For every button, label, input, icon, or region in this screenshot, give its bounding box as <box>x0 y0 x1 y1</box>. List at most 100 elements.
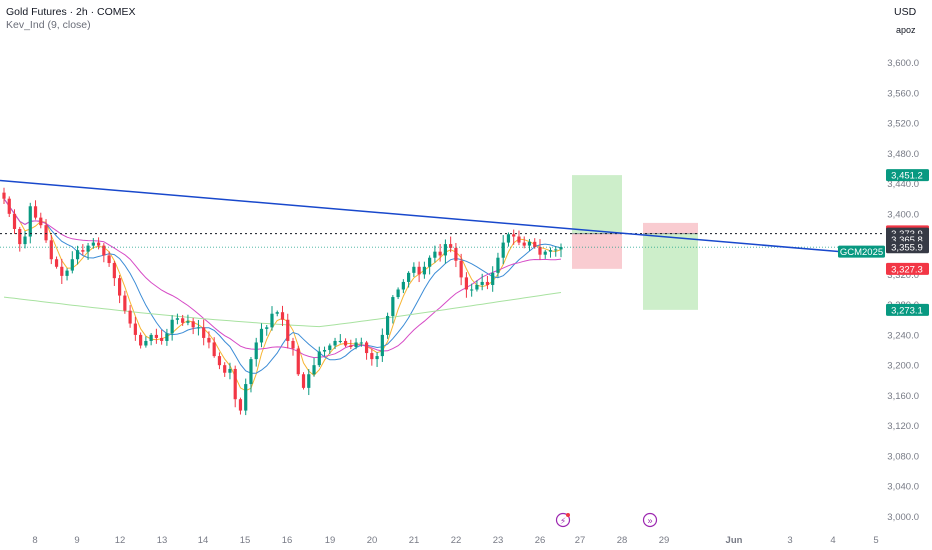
candle-body <box>2 192 6 199</box>
candle-body <box>480 281 484 285</box>
candle-body <box>75 250 80 260</box>
candle-body <box>496 257 500 273</box>
candle-body <box>223 365 227 373</box>
y-tick-label: 3,440.0 <box>887 179 919 190</box>
moving-averages <box>3 198 562 392</box>
x-tick-label: 19 <box>325 535 336 546</box>
x-tick-label: 4 <box>830 535 835 546</box>
candle-body <box>417 266 421 275</box>
candle-body <box>506 234 511 243</box>
candle-body <box>112 263 116 279</box>
candle-body <box>254 342 258 360</box>
price-tag-label: 3,451.2 <box>891 171 923 182</box>
candle-body <box>7 198 11 214</box>
indicator-label[interactable]: Kev_Ind (9, close) <box>6 19 91 31</box>
candle-body <box>160 337 164 341</box>
alert-dot <box>566 513 570 517</box>
candle-body <box>333 340 337 346</box>
candle-body <box>39 217 43 226</box>
symbol-title[interactable]: Gold Futures · 2h · COMEX <box>6 6 136 18</box>
candle-body <box>96 242 101 246</box>
x-tick-label: 15 <box>240 535 251 546</box>
scale-mode-label[interactable]: apoz <box>896 25 916 35</box>
y-tick-label: 3,120.0 <box>887 421 919 432</box>
candle-body <box>322 350 327 352</box>
candle-body <box>449 244 453 248</box>
x-tick-label: 22 <box>451 535 462 546</box>
x-tick-label: 23 <box>493 535 504 546</box>
x-tick-label: 26 <box>535 535 546 546</box>
y-tick-label: 3,560.0 <box>887 88 919 99</box>
drawn-lines[interactable] <box>0 179 885 253</box>
candle-body <box>433 251 437 258</box>
x-tick-label: 28 <box>617 535 628 546</box>
candle-body <box>154 334 158 338</box>
candle-body <box>517 236 521 243</box>
candle-body <box>118 278 122 296</box>
candle-body <box>370 353 374 360</box>
candle-body <box>391 297 395 316</box>
candlesticks[interactable] <box>2 187 563 416</box>
long-target-zone <box>572 175 622 234</box>
price-tag-label: 3,327.3 <box>891 264 923 275</box>
candle-body <box>412 266 416 273</box>
candle-body <box>18 228 22 245</box>
candle-body <box>238 399 243 411</box>
ma-mid-line <box>3 198 562 374</box>
x-tick-label: 16 <box>282 535 293 546</box>
candle-body <box>265 327 269 329</box>
x-tick-label: 8 <box>32 535 37 546</box>
y-tick-label: 3,400.0 <box>887 209 919 220</box>
candle-body <box>470 289 474 291</box>
candle-body <box>212 342 216 357</box>
candle-body <box>543 251 547 255</box>
candle-body <box>533 241 537 248</box>
event-markers[interactable]: ⚡» <box>555 512 658 528</box>
candle-body <box>186 321 190 323</box>
x-tick-label: Jun <box>726 535 743 546</box>
candle-body <box>23 236 27 245</box>
candle-body <box>307 374 311 388</box>
candle-body <box>443 244 447 256</box>
candle-body <box>501 242 505 258</box>
symbol-tag-box <box>838 245 885 258</box>
time-axis[interactable]: 8 9 12 13 14 15 16 19 20 21 22 23 26 27 28 29 Jun 3 4 5 <box>32 535 878 546</box>
candle-body <box>81 250 85 252</box>
candle-body <box>191 321 195 328</box>
price-axis[interactable]: 3,600.0 3,560.0 3,520.0 3,480.0 3,440.0 3,400… <box>887 58 919 523</box>
candle-body <box>181 318 185 323</box>
candle-body <box>317 351 321 366</box>
y-tick-label: 3,200.0 <box>887 361 919 372</box>
candle-body <box>165 333 169 341</box>
x-tick-label: 3 <box>787 535 792 546</box>
candle-body <box>28 206 32 237</box>
forward-glyph: » <box>647 516 652 526</box>
x-tick-label: 29 <box>659 535 670 546</box>
lightning-icon <box>555 512 571 528</box>
candle-body <box>286 319 290 341</box>
candle-body <box>128 310 132 324</box>
candle-body <box>244 384 248 411</box>
price-tag-box <box>886 303 929 316</box>
candle-body <box>375 356 379 360</box>
y-tick-label: 3,480.0 <box>887 149 919 160</box>
candle-body <box>527 241 532 246</box>
candle-body <box>296 348 300 375</box>
candle-body <box>270 313 274 328</box>
candle-body <box>44 225 48 241</box>
currency-label[interactable]: USD <box>894 6 917 18</box>
candle-body <box>364 342 369 354</box>
price-tag-box <box>886 169 929 182</box>
x-tick-label: 14 <box>198 535 209 546</box>
candle-body <box>407 272 411 282</box>
candle-body <box>249 359 253 385</box>
candle-body <box>401 281 405 290</box>
candle-body <box>33 206 38 218</box>
candle-body <box>133 323 137 335</box>
candle-body <box>512 234 516 237</box>
candle-body <box>217 356 222 366</box>
short-target-zone <box>643 233 698 310</box>
trade-zones[interactable] <box>572 175 698 310</box>
